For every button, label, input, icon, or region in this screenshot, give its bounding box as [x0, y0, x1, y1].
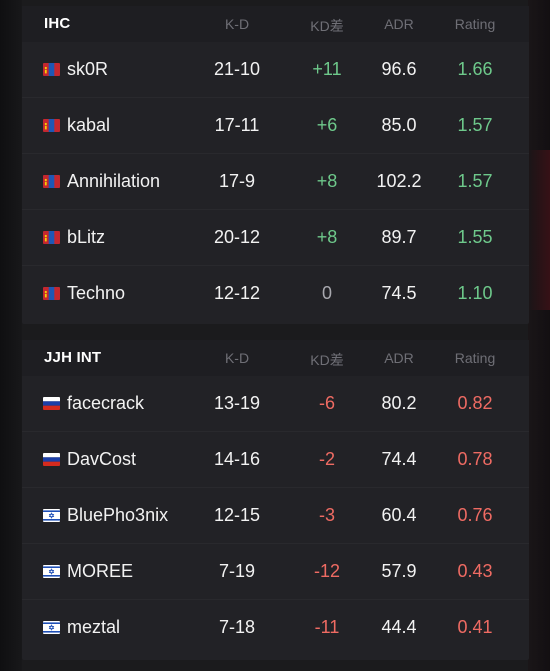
team-scoreboard: IHC K-D KD差 ADR Rating sk0R 21-10 +11 96… [22, 6, 529, 324]
kd-diff-value: -12 [313, 561, 340, 581]
column-header-kd-diff: KD差 [310, 18, 344, 34]
rating-value: 1.57 [457, 115, 493, 135]
background-left-edge [0, 0, 22, 671]
kd-diff-value: -3 [318, 505, 335, 525]
player-name: Techno [67, 283, 126, 303]
israel-flag-icon [43, 509, 60, 522]
row-divider [22, 265, 529, 266]
adr-value: 57.9 [381, 561, 417, 581]
player-name: kabal [67, 115, 111, 135]
scoreboard-header: JJH INT K-D KD差 ADR Rating [22, 340, 529, 376]
kd-value: 21-10 [213, 59, 261, 79]
background-right-edge [528, 0, 550, 671]
column-header-kd: K-D [224, 350, 250, 366]
kd-diff-value: -11 [314, 617, 340, 637]
player-row: sk0R 21-10 +11 96.6 1.66 [22, 42, 529, 98]
player-name: BluePho3nix [67, 505, 169, 525]
kd-value: 13-19 [213, 393, 261, 413]
kd-diff-value: +6 [316, 115, 338, 135]
rating-value: 0.76 [457, 505, 493, 525]
row-divider [22, 209, 529, 210]
column-header-rating: Rating [454, 16, 496, 32]
rating-value: 0.78 [457, 449, 493, 469]
column-header-adr: ADR [384, 16, 414, 32]
rating-value: 1.66 [457, 59, 493, 79]
team-scoreboard: JJH INT K-D KD差 ADR Rating facecrack 13-… [22, 340, 529, 660]
rating-value: 1.57 [457, 171, 493, 191]
kd-value: 7-18 [218, 617, 256, 637]
player-row: facecrack 13-19 -6 80.2 0.82 [22, 376, 529, 432]
row-divider [22, 431, 529, 432]
player-name: MOREE [67, 561, 134, 581]
kd-diff-value: -2 [318, 449, 335, 469]
player-name: DavCost [67, 449, 137, 469]
kd-diff-value: +8 [316, 227, 338, 247]
mongolia-flag-icon [43, 119, 60, 132]
rating-value: 1.10 [457, 283, 493, 303]
kd-value: 14-16 [213, 449, 261, 469]
player-row: DavCost 14-16 -2 74.4 0.78 [22, 432, 529, 488]
rating-value: 0.43 [457, 561, 493, 581]
kd-diff-value: +8 [316, 171, 338, 191]
player-name: Annihilation [67, 171, 161, 191]
team-name: JJH INT [44, 349, 102, 366]
adr-value: 96.6 [381, 59, 417, 79]
player-row: bLitz 20-12 +8 89.7 1.55 [22, 210, 529, 266]
column-header-adr: ADR [384, 350, 414, 366]
kd-value: 12-12 [213, 283, 261, 303]
kd-diff-value: 0 [321, 283, 332, 303]
kd-value: 17-9 [218, 171, 256, 191]
kd-value: 7-19 [218, 561, 256, 581]
team-name: IHC [44, 15, 71, 32]
russia-flag-icon [43, 397, 60, 410]
player-row: BluePho3nix 12-15 -3 60.4 0.76 [22, 488, 529, 544]
column-header-rating: Rating [454, 350, 496, 366]
israel-flag-icon [43, 621, 60, 634]
column-header-kd-diff: KD差 [310, 352, 344, 368]
rating-value: 0.41 [457, 617, 493, 637]
player-row: Techno 12-12 0 74.5 1.10 [22, 266, 529, 322]
player-row: Annihilation 17-9 +8 102.2 1.57 [22, 154, 529, 210]
row-divider [22, 599, 529, 600]
adr-value: 74.5 [381, 283, 417, 303]
kd-value: 20-12 [213, 227, 261, 247]
mongolia-flag-icon [43, 63, 60, 76]
scoreboard-header: IHC K-D KD差 ADR Rating [22, 6, 529, 42]
row-divider [22, 153, 529, 154]
column-header-kd: K-D [224, 16, 250, 32]
player-name: meztal [67, 617, 121, 637]
player-name: facecrack [67, 393, 145, 413]
mongolia-flag-icon [43, 287, 60, 300]
row-divider [22, 487, 529, 488]
mongolia-flag-icon [43, 175, 60, 188]
player-row: meztal 7-18 -11 44.4 0.41 [22, 600, 529, 656]
israel-flag-icon [43, 565, 60, 578]
adr-value: 44.4 [381, 617, 417, 637]
player-row: kabal 17-11 +6 85.0 1.57 [22, 98, 529, 154]
kd-value: 12-15 [213, 505, 261, 525]
adr-value: 89.7 [381, 227, 417, 247]
rating-value: 1.55 [457, 227, 493, 247]
mongolia-flag-icon [43, 231, 60, 244]
adr-value: 102.2 [376, 171, 422, 191]
row-divider [22, 97, 529, 98]
adr-value: 60.4 [381, 505, 417, 525]
kd-diff-value: -6 [318, 393, 335, 413]
player-name: sk0R [67, 59, 109, 79]
rating-value: 0.82 [457, 393, 493, 413]
player-row: MOREE 7-19 -12 57.9 0.43 [22, 544, 529, 600]
row-divider [22, 543, 529, 544]
adr-value: 80.2 [381, 393, 417, 413]
player-name: bLitz [67, 227, 106, 247]
kd-value: 17-11 [214, 115, 260, 135]
background-glow [528, 150, 550, 310]
russia-flag-icon [43, 453, 60, 466]
kd-diff-value: +11 [312, 59, 342, 79]
adr-value: 74.4 [381, 449, 417, 469]
adr-value: 85.0 [381, 115, 417, 135]
